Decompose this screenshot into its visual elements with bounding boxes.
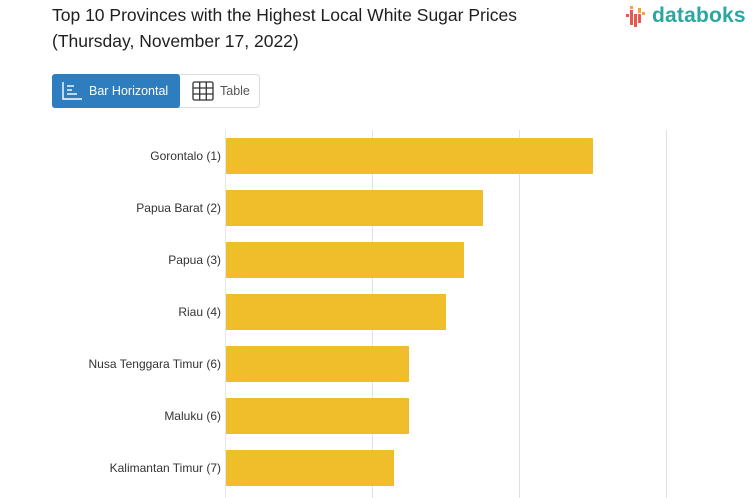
bar-label: Riau (4) bbox=[178, 305, 221, 319]
databoks-logo: databoks bbox=[625, 4, 746, 28]
logo-bars-icon bbox=[626, 6, 645, 27]
bar-label: Gorontalo (1) bbox=[150, 149, 221, 163]
bar[interactable] bbox=[226, 346, 409, 382]
bar[interactable] bbox=[226, 138, 593, 174]
gridline bbox=[519, 130, 520, 498]
bar-label: Papua Barat (2) bbox=[136, 201, 221, 215]
title-line-1: Top 10 Provinces with the Highest Local … bbox=[52, 5, 517, 25]
bar-row: Nusa Tenggara Timur (6) bbox=[0, 346, 753, 382]
title-line-2: (Thursday, November 17, 2022) bbox=[52, 31, 299, 51]
bar[interactable] bbox=[226, 450, 394, 486]
bar-label: Kalimantan Timur (7) bbox=[109, 461, 221, 475]
table-button[interactable]: Table bbox=[180, 75, 250, 107]
bar-label: Papua (3) bbox=[168, 253, 221, 267]
bar-chart-icon bbox=[62, 82, 82, 100]
bar[interactable] bbox=[226, 242, 464, 278]
table-grid-icon bbox=[192, 81, 214, 101]
table-label: Table bbox=[220, 84, 250, 98]
y-axis-line bbox=[225, 130, 226, 498]
chart-title: Top 10 Provinces with the Highest Local … bbox=[52, 2, 517, 54]
bar[interactable] bbox=[226, 398, 409, 434]
logo-text: databoks bbox=[652, 4, 746, 27]
gridline bbox=[666, 130, 667, 498]
bar-row: Riau (4) bbox=[0, 294, 753, 330]
bar-row: Papua Barat (2) bbox=[0, 190, 753, 226]
bar[interactable] bbox=[226, 190, 483, 226]
bar-horizontal-button[interactable]: Bar Horizontal bbox=[52, 74, 180, 108]
bar-row: Maluku (6) bbox=[0, 398, 753, 434]
view-toggle: Bar Horizontal Table bbox=[52, 74, 260, 108]
bar-label: Maluku (6) bbox=[164, 409, 221, 423]
bar-row: Papua (3) bbox=[0, 242, 753, 278]
bar-row: Gorontalo (1) bbox=[0, 138, 753, 174]
bar-label: Nusa Tenggara Timur (6) bbox=[88, 357, 221, 371]
bar[interactable] bbox=[226, 294, 446, 330]
bar-row: Kalimantan Timur (7) bbox=[0, 450, 753, 486]
bar-horizontal-label: Bar Horizontal bbox=[89, 84, 169, 98]
bar-chart: Gorontalo (1) Papua Barat (2) Papua (3) … bbox=[0, 130, 753, 498]
